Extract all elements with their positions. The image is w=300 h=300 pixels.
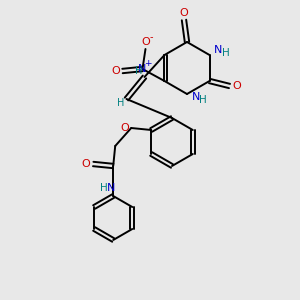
Text: H: H [222, 48, 230, 58]
Text: O: O [232, 81, 241, 91]
Text: +: + [144, 58, 151, 68]
Text: N: N [192, 92, 200, 102]
Text: N: N [138, 64, 147, 74]
Text: N: N [107, 183, 116, 193]
Text: O: O [141, 37, 150, 47]
Text: -: - [150, 32, 153, 42]
Text: H: H [199, 95, 207, 105]
Text: O: O [111, 66, 120, 76]
Text: O: O [180, 8, 188, 18]
Text: H: H [135, 66, 142, 76]
Text: O: O [82, 159, 91, 169]
Text: N: N [214, 45, 223, 55]
Text: H: H [117, 98, 124, 108]
Text: O: O [121, 123, 130, 133]
Text: H: H [100, 183, 108, 193]
